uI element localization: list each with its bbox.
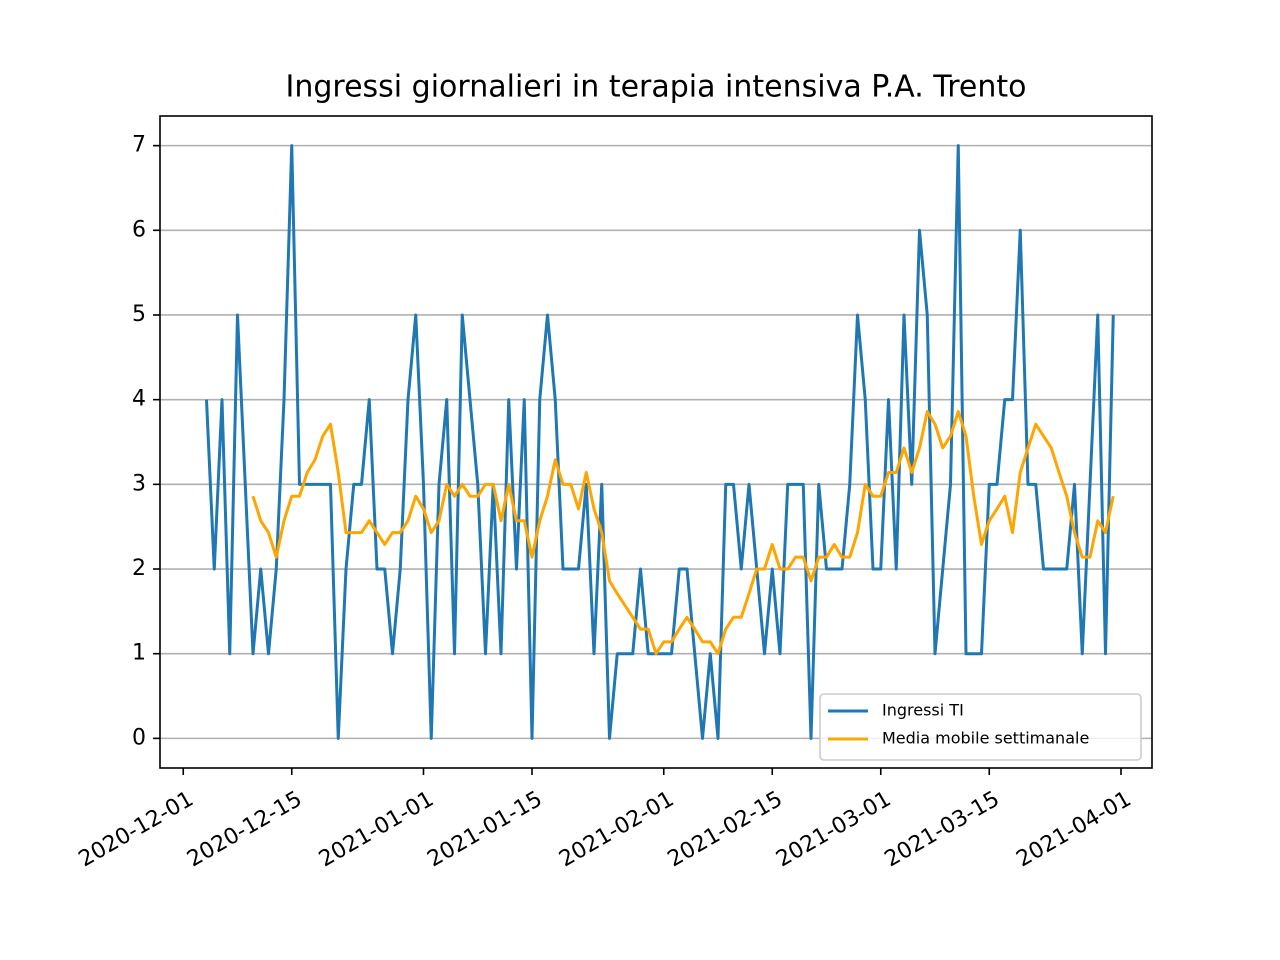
legend: Ingressi TI Media mobile settimanale — [819, 693, 1142, 761]
plot-frame — [159, 115, 1153, 769]
x-tick-label: 2021-01-15 — [423, 787, 546, 873]
chart-title: Ingressi giornalieri in terapia intensiv… — [286, 70, 1027, 105]
x-tick-label: 2021-04-01 — [1012, 787, 1135, 873]
legend-label: Media mobile settimanale — [882, 729, 1089, 748]
x-tick-label: 2021-03-15 — [881, 787, 1004, 873]
series-line — [251, 410, 1115, 656]
x-tick-label: 2021-02-01 — [555, 787, 678, 873]
x-tick-label: 2021-01-01 — [315, 787, 438, 873]
x-tick-label: 2020-12-15 — [183, 787, 306, 873]
series-line — [205, 144, 1115, 740]
legend-box — [819, 693, 1142, 761]
x-tick-label: 2021-02-15 — [664, 787, 787, 873]
y-tick-label: 4 — [132, 387, 146, 412]
y-tick-label: 2 — [132, 556, 146, 581]
y-tick-label: 1 — [132, 641, 146, 666]
y-tick-label: 5 — [132, 302, 146, 327]
y-tick-label: 7 — [132, 133, 146, 158]
x-tick-label: 2021-03-01 — [772, 787, 895, 873]
x-tick-label: 2020-12-01 — [75, 787, 198, 873]
y-tick-label: 6 — [132, 217, 146, 242]
y-tick-label: 0 — [132, 725, 146, 750]
legend-label: Ingressi TI — [882, 701, 964, 720]
y-tick-label: 3 — [132, 471, 146, 496]
